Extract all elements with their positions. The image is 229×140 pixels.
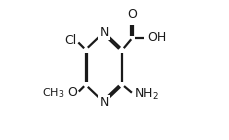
Text: N: N <box>99 26 108 39</box>
Text: O: O <box>127 8 137 21</box>
Text: O: O <box>66 87 76 100</box>
Text: NH$_2$: NH$_2$ <box>134 87 158 102</box>
Text: Cl: Cl <box>64 34 76 47</box>
Text: N: N <box>99 96 108 109</box>
Text: CH$_3$: CH$_3$ <box>42 86 64 100</box>
Text: OH: OH <box>146 31 166 44</box>
